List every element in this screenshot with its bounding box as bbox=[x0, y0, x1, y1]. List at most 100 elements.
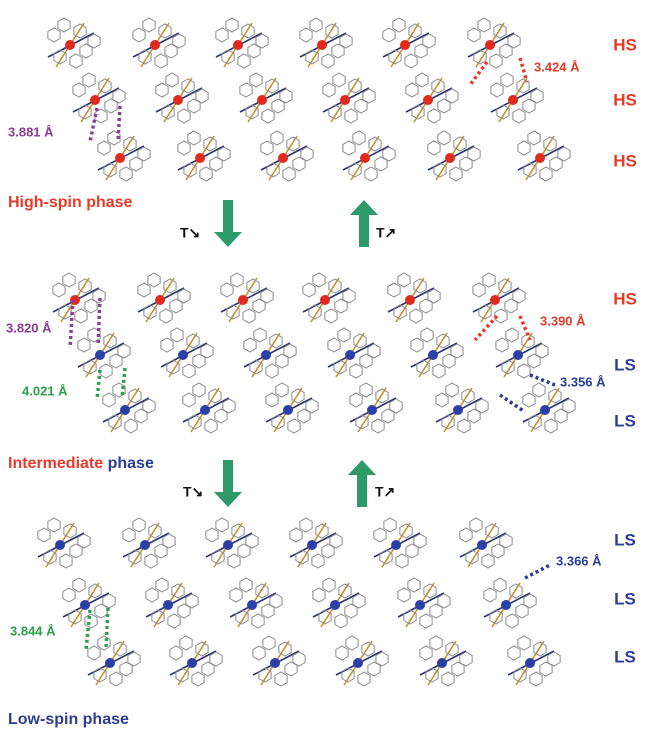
metal-atom bbox=[340, 95, 350, 105]
ring bbox=[450, 167, 462, 181]
metal-atom bbox=[405, 295, 415, 305]
distance-label: 3.366 Å bbox=[556, 553, 602, 568]
ring bbox=[494, 578, 506, 592]
ring bbox=[323, 578, 335, 592]
ring bbox=[280, 89, 292, 103]
ring bbox=[216, 518, 228, 532]
metal-atom bbox=[247, 600, 257, 610]
down-arrow bbox=[214, 200, 242, 247]
ring bbox=[145, 554, 157, 568]
ring bbox=[400, 524, 412, 538]
ring bbox=[256, 34, 268, 48]
ring bbox=[60, 554, 72, 568]
metal-atom bbox=[120, 405, 130, 415]
metal-atom bbox=[257, 95, 267, 105]
metal-atom bbox=[187, 658, 197, 668]
ring bbox=[428, 289, 440, 303]
ring bbox=[436, 393, 448, 407]
ring bbox=[125, 419, 137, 433]
ring bbox=[204, 137, 216, 151]
ring bbox=[163, 534, 175, 548]
ring bbox=[501, 73, 513, 87]
ring bbox=[524, 594, 536, 608]
metal-atom bbox=[400, 40, 410, 50]
distance-label: 3.844 Å bbox=[10, 623, 56, 638]
ring bbox=[491, 83, 503, 97]
phase-title-part: phase bbox=[108, 455, 154, 472]
ring bbox=[338, 328, 350, 342]
ring bbox=[216, 28, 228, 42]
ring bbox=[301, 147, 313, 161]
ring bbox=[508, 646, 520, 660]
ring bbox=[143, 399, 155, 413]
ring bbox=[476, 399, 488, 413]
ring bbox=[523, 393, 535, 407]
ring bbox=[226, 18, 238, 32]
distance-label: 3.820 Å bbox=[6, 320, 52, 335]
ring bbox=[300, 28, 312, 42]
distance-label: 3.390 Å bbox=[540, 313, 586, 328]
metal-atom bbox=[317, 40, 327, 50]
ring bbox=[148, 273, 160, 287]
ring bbox=[261, 141, 273, 155]
ring bbox=[558, 147, 570, 161]
ring bbox=[173, 34, 185, 48]
ring bbox=[408, 578, 420, 592]
ring bbox=[306, 399, 318, 413]
ring bbox=[312, 554, 324, 568]
spin-label: LS bbox=[614, 530, 636, 549]
figure: T↘ T↗ T↘ T↗ HS HS HS 3.424 Å 3.881 Å Hig… bbox=[0, 0, 652, 730]
ring bbox=[540, 167, 552, 181]
ring bbox=[221, 283, 233, 297]
metal-atom bbox=[415, 600, 425, 610]
metal-atom bbox=[535, 153, 545, 163]
ring bbox=[53, 283, 65, 297]
ring bbox=[362, 642, 374, 656]
metal-atom bbox=[330, 600, 340, 610]
ring bbox=[510, 584, 522, 598]
metal-atom bbox=[283, 405, 293, 415]
metal-atom bbox=[508, 95, 518, 105]
ring bbox=[330, 534, 342, 548]
ring bbox=[483, 273, 495, 287]
phase-title: High-spin phase bbox=[8, 194, 133, 211]
ring bbox=[103, 393, 115, 407]
ring bbox=[411, 338, 423, 352]
ring bbox=[99, 79, 111, 93]
ring bbox=[518, 141, 530, 155]
phase-title: Intermediate phase bbox=[8, 455, 154, 472]
ring bbox=[70, 54, 82, 68]
ring bbox=[410, 309, 422, 323]
ring bbox=[437, 334, 449, 348]
ring bbox=[420, 614, 432, 628]
ring bbox=[406, 83, 418, 97]
ring bbox=[261, 289, 273, 303]
ring bbox=[396, 554, 408, 568]
ring bbox=[252, 614, 264, 628]
metal-atom bbox=[485, 40, 495, 50]
ring bbox=[322, 54, 334, 68]
metal-atom bbox=[477, 540, 487, 550]
ring bbox=[205, 419, 217, 433]
ring bbox=[178, 141, 190, 155]
ring bbox=[63, 588, 75, 602]
ring bbox=[288, 419, 300, 433]
ring bbox=[166, 73, 178, 87]
ring bbox=[349, 79, 361, 93]
ring bbox=[287, 137, 299, 151]
ring bbox=[531, 89, 543, 103]
ring bbox=[340, 34, 352, 48]
ring bbox=[120, 167, 132, 181]
transition-label: T↘ bbox=[180, 225, 200, 241]
ring bbox=[365, 167, 377, 181]
ring bbox=[160, 309, 172, 323]
ring bbox=[98, 141, 110, 155]
distance-label: 3.424 Å bbox=[534, 59, 580, 74]
ring bbox=[522, 334, 534, 348]
ring bbox=[110, 672, 122, 686]
ring bbox=[500, 534, 512, 548]
ring bbox=[276, 383, 288, 397]
contact-line bbox=[525, 565, 550, 578]
ring bbox=[446, 642, 458, 656]
metal-atom bbox=[437, 658, 447, 668]
